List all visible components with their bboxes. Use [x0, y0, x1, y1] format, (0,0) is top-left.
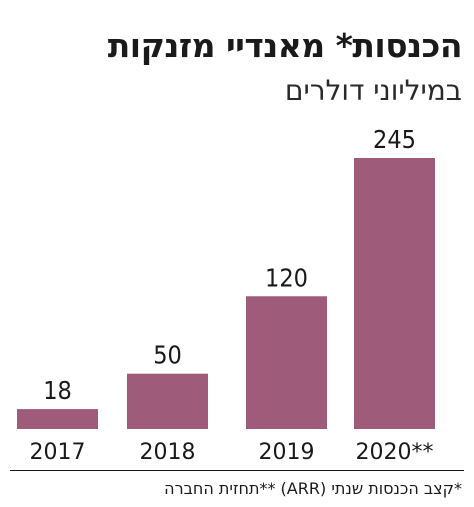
category-label-2017: 2017: [30, 440, 86, 465]
footnote: *קצב הכנסות שנתי (ARR) **תחזית החברה: [164, 479, 462, 498]
bar-chart: 18 2017 50 2018 120 2019 245 2020**: [17, 125, 435, 465]
value-label-2019: 120: [265, 263, 308, 292]
bar-2019: [246, 296, 327, 429]
category-label-2020**: 2020**: [356, 440, 434, 465]
category-label-2019: 2019: [259, 440, 315, 465]
value-label-2018: 50: [153, 341, 182, 370]
bar-2017: [17, 409, 98, 429]
bar-2018: [127, 373, 208, 429]
value-label-2020**: 245: [373, 125, 416, 154]
category-label-2018: 2018: [140, 440, 196, 465]
chart-subtitle: במיליוני דולרים: [284, 74, 462, 107]
value-label-2017: 18: [43, 376, 72, 405]
bar-2020**: [354, 158, 435, 429]
footnote-divider: [10, 470, 464, 471]
chart-title: הכנסות* מאנדיי מזנקות: [107, 26, 463, 65]
